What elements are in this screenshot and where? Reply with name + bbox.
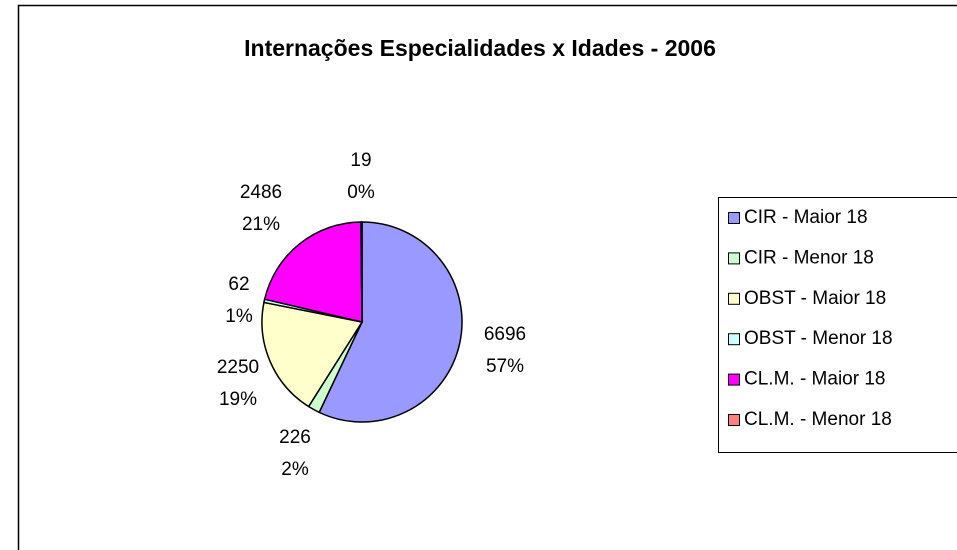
legend-swatch <box>728 252 740 265</box>
legend-swatch <box>728 212 740 224</box>
pie-slice <box>263 221 363 323</box>
data-label: 19 <box>350 150 371 171</box>
percent-label: 19% <box>219 389 257 410</box>
legend-label: OBST - Menor 18 <box>744 328 893 349</box>
legend-label: CIR - Maior 18 <box>744 207 868 228</box>
legend-label: OBST - Maior 18 <box>744 288 886 309</box>
data-label: 6696 <box>484 324 526 345</box>
legend-label: CIR - Menor 18 <box>744 247 874 268</box>
chart-title: Internações Especialidades x Idades - 20… <box>244 35 716 61</box>
pie-slice <box>318 221 463 423</box>
legend-swatch <box>728 333 740 346</box>
pie-slice <box>261 301 364 408</box>
data-label: 2250 <box>217 357 259 378</box>
percent-label: 2% <box>281 459 309 480</box>
percent-label: 57% <box>486 356 524 377</box>
percent-label: 1% <box>225 306 253 327</box>
data-label: 2486 <box>240 182 282 203</box>
legend-swatch <box>728 373 740 386</box>
percent-label: 21% <box>242 214 280 235</box>
data-label: 62 <box>228 274 249 295</box>
legend-label: CL.M. - Menor 18 <box>744 409 892 430</box>
legend-box <box>718 197 957 453</box>
pie-slice <box>360 221 363 323</box>
legend-swatch <box>728 292 740 305</box>
legend-label: CL.M. - Maior 18 <box>744 369 885 390</box>
legend-swatch <box>728 414 740 426</box>
data-label: 226 <box>279 427 311 448</box>
percent-label: 0% <box>347 182 375 203</box>
